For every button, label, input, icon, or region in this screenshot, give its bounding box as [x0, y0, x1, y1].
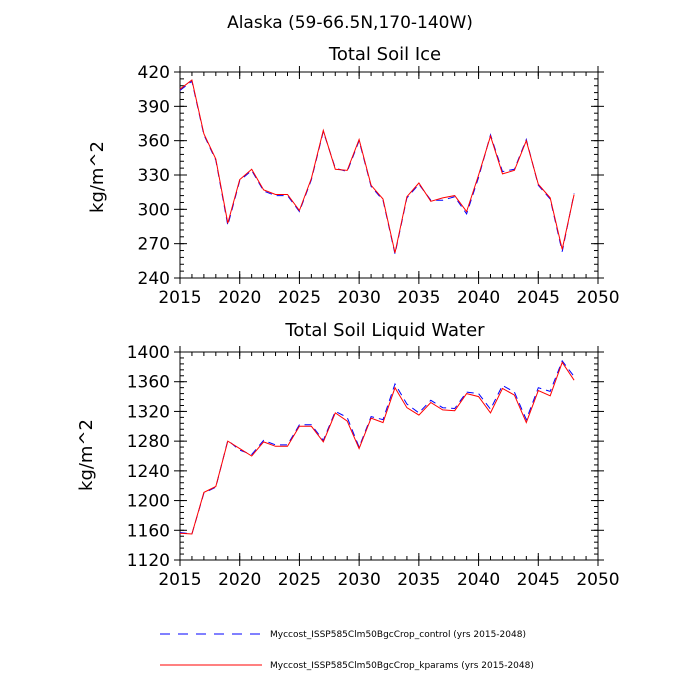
chart-title: Total Soil Liquid Water: [284, 320, 485, 341]
x-tick-label: 2020: [218, 288, 261, 308]
figure-suptitle: Alaska (59-66.5N,170-140W): [227, 13, 473, 33]
legend-label-kparams: Myccost_ISSP585Clm50BgcCrop_kparams (yrs…: [270, 661, 534, 671]
plot-area: 2015 2020 2025 2030 2035 2040 2045 2050 1120 1160…: [127, 343, 620, 590]
y-tick-label: 1200: [127, 492, 170, 512]
x-tick-label: 2040: [457, 570, 500, 590]
x-tick-label: 2050: [576, 288, 619, 308]
y-axis-label: kg/m^2: [76, 419, 97, 491]
plot-frame: [179, 351, 599, 561]
y-tick-label: 390: [138, 97, 170, 117]
y-tick-label: 330: [138, 166, 170, 186]
y-tick-label: 1360: [127, 373, 170, 393]
y-tick-label: 1160: [127, 521, 170, 541]
chart-total-soil-ice: Total Soil Ice kg/m^2 2015 2020 2025 2030 20…: [87, 44, 620, 308]
x-tick-label: 2015: [158, 288, 201, 308]
x-tick-label: 2025: [278, 570, 321, 590]
x-tick-label: 2040: [457, 288, 500, 308]
series-line-kparams: [179, 79, 575, 253]
legend-label-control: Myccost_ISSP585Clm50BgcCrop_control (yrs…: [270, 630, 526, 640]
y-tick-label: 1280: [127, 432, 170, 452]
x-tick-label: 2035: [397, 288, 440, 308]
x-tick-label: 2015: [158, 570, 201, 590]
x-tick-label: 2035: [397, 570, 440, 590]
y-tick-label: 420: [138, 63, 170, 83]
y-tick-label: 1400: [127, 343, 170, 363]
y-tick-label: 1320: [127, 402, 170, 422]
series-line-kparams: [179, 361, 575, 535]
x-tick-label: 2020: [218, 570, 261, 590]
chart-title: Total Soil Ice: [328, 44, 441, 65]
x-tick-label: 2030: [338, 570, 381, 590]
plot-area: 2015 2020 2025 2030 2035 2040 2045 2050 240 270 30…: [138, 63, 620, 308]
series-line-control: [179, 359, 575, 535]
x-tick-label: 2030: [338, 288, 381, 308]
x-tick-label: 2050: [576, 570, 619, 590]
y-tick-label: 300: [138, 200, 170, 220]
y-tick-label: 270: [138, 235, 170, 255]
y-tick-label: 1120: [127, 551, 170, 571]
chart-total-soil-liquid-water: Total Soil Liquid Water kg/m^2 2015 2020 2…: [76, 320, 620, 590]
series-line-control: [179, 80, 575, 255]
y-tick-label: 1240: [127, 462, 170, 482]
legend: Myccost_ISSP585Clm50BgcCrop_control (yrs…: [160, 630, 534, 671]
y-axis-label: kg/m^2: [87, 141, 108, 213]
y-tick-label: 360: [138, 132, 170, 152]
x-tick-label: 2025: [278, 288, 321, 308]
x-tick-label: 2045: [517, 570, 560, 590]
y-tick-label: 240: [138, 269, 170, 289]
x-tick-label: 2045: [517, 288, 560, 308]
